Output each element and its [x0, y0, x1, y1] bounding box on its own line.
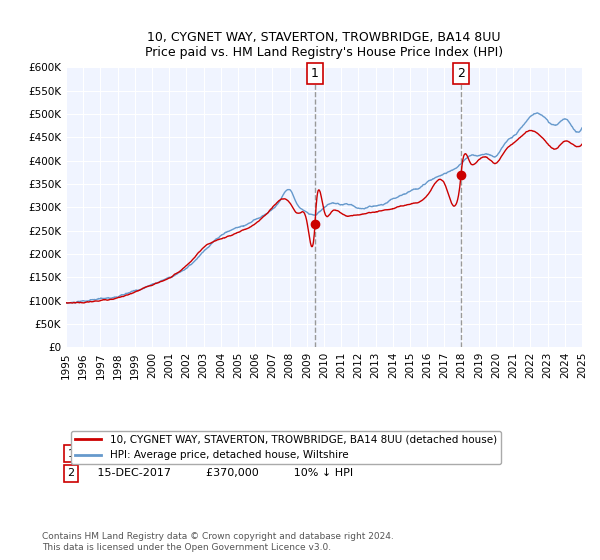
Title: 10, CYGNET WAY, STAVERTON, TROWBRIDGE, BA14 8UU
Price paid vs. HM Land Registry': 10, CYGNET WAY, STAVERTON, TROWBRIDGE, B… — [145, 31, 503, 59]
Legend: 10, CYGNET WAY, STAVERTON, TROWBRIDGE, BA14 8UU (detached house), HPI: Average p: 10, CYGNET WAY, STAVERTON, TROWBRIDGE, B… — [71, 431, 501, 464]
Text: Contains HM Land Registry data © Crown copyright and database right 2024.
This d: Contains HM Land Registry data © Crown c… — [42, 532, 394, 552]
Text: 1: 1 — [311, 67, 319, 80]
Text: 2: 2 — [457, 67, 465, 80]
Text: 26-JUN-2009          £265,000          4% ↓ HPI: 26-JUN-2009 £265,000 4% ↓ HPI — [86, 449, 343, 459]
Text: 1: 1 — [68, 449, 74, 459]
Text: 15-DEC-2017          £370,000          10% ↓ HPI: 15-DEC-2017 £370,000 10% ↓ HPI — [86, 468, 353, 478]
Text: 2: 2 — [68, 468, 75, 478]
